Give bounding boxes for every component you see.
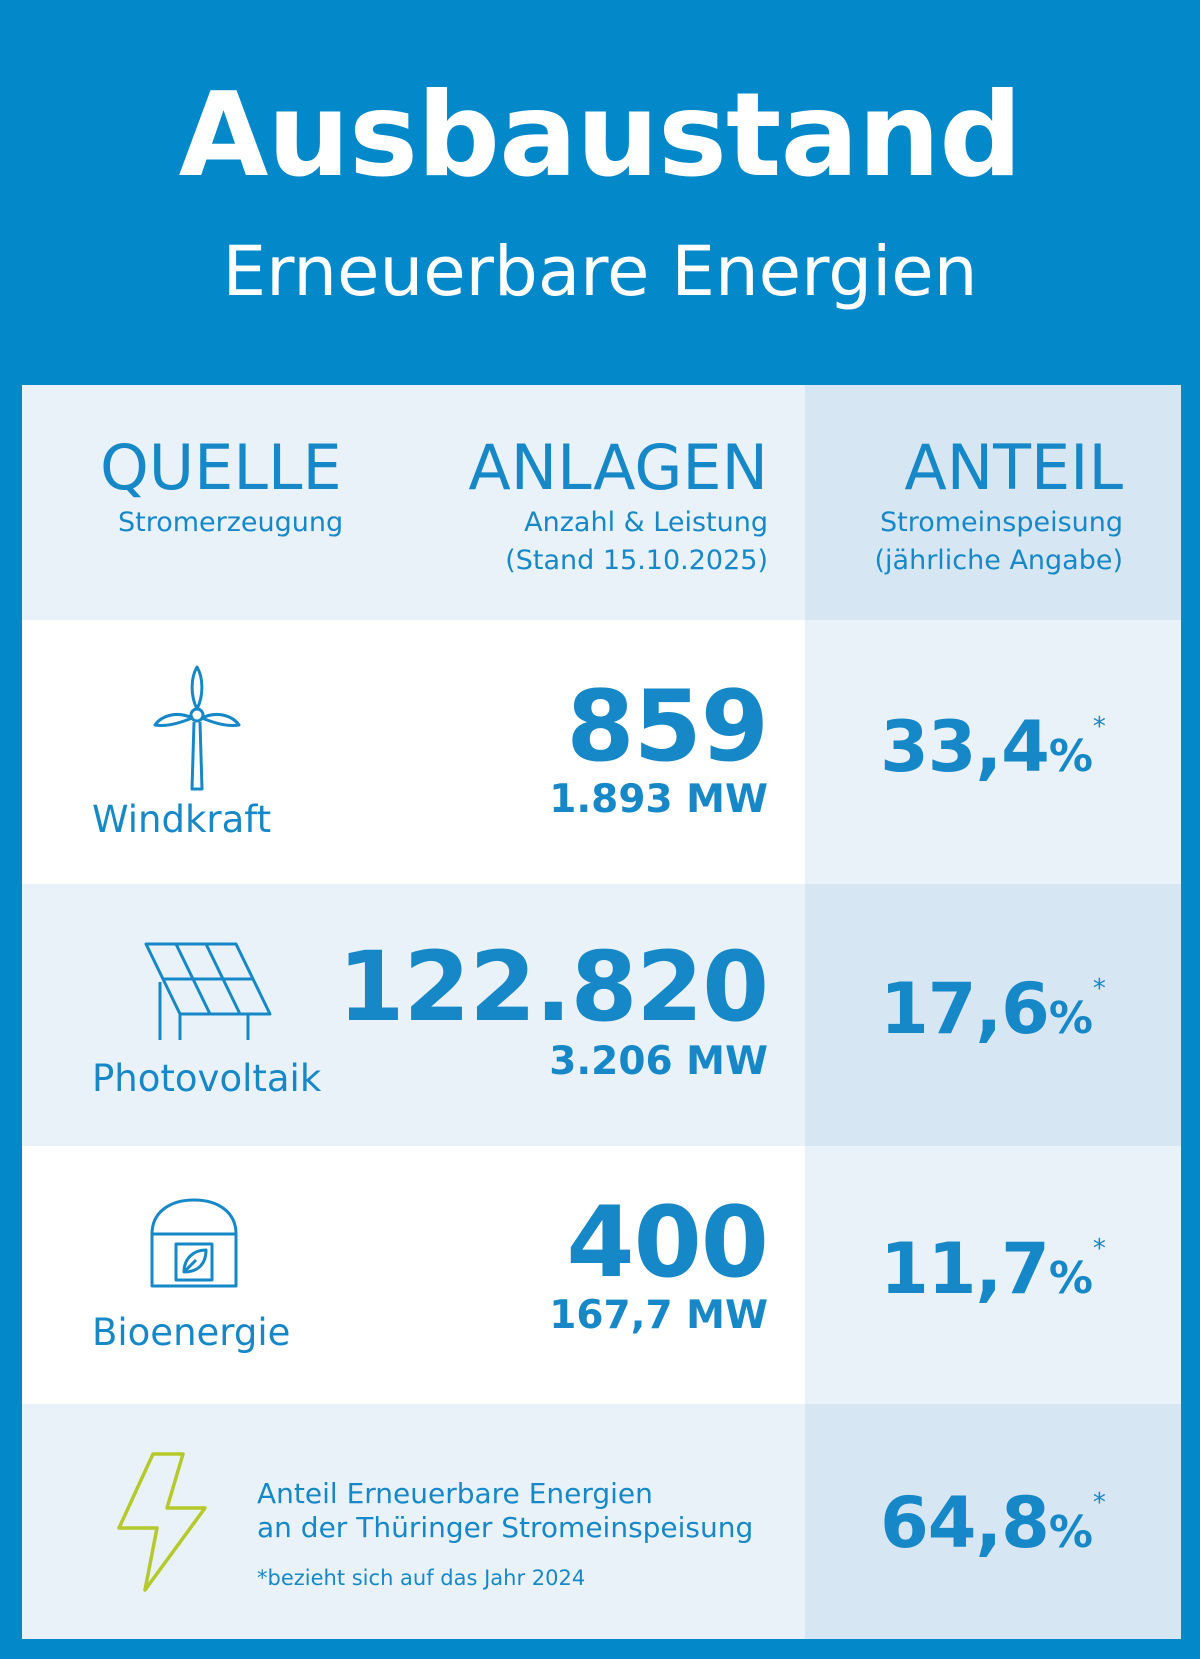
installations-column-caption-2: (Stand 15.10.2025) [505, 545, 768, 576]
table-header-row: QUELLE Stromerzeugung ANLAGEN Anzahl & L… [22, 385, 1181, 620]
share-value: 17,6%* [880, 968, 1106, 1050]
share-column-caption-2: (jährliche Angabe) [874, 545, 1124, 576]
share-cell: 11,7%* [805, 1146, 1181, 1404]
source-label-windkraft: Windkraft [92, 798, 272, 841]
installations-column-caption-1: Anzahl & Leistung [524, 507, 768, 538]
source-column-caption: Stromerzeugung [118, 507, 344, 538]
table-row: 33,4%* Windkraft 859 1.893 MW [22, 620, 1181, 884]
solar-panel-icon [144, 942, 272, 1040]
installations-column-title: ANLAGEN [468, 431, 768, 504]
page-subtitle: Erneuerbare Energien [222, 232, 978, 312]
share-column-title: ANTEIL [904, 431, 1123, 504]
share-value: 33,4%* [880, 706, 1106, 788]
total-share-value: 64,8%* [880, 1482, 1106, 1564]
summary-row: 64,8%* Anteil Erneuerbare Energien an de… [22, 1404, 1181, 1639]
table-row: 17,6%* Photovoltaik 122.820 3.206 MW [22, 884, 1181, 1146]
summary-text-line-2: an der Thüringer Stromeinspeisung [257, 1511, 754, 1544]
installations-count: 400 [566, 1186, 769, 1300]
page-title: Ausbaustand [178, 68, 1023, 203]
biogas-plant-icon [150, 1198, 238, 1288]
share-column-caption-1: Stromeinspeisung [879, 507, 1123, 538]
source-column-title: QUELLE [100, 431, 342, 504]
source-label-photovoltaik: Photovoltaik [92, 1057, 322, 1100]
lightning-bolt-icon [117, 1452, 207, 1592]
footnote: *bezieht sich auf das Jahr 2024 [257, 1566, 586, 1590]
installations-count: 122.820 [337, 931, 769, 1043]
source-label-bioenergie: Bioenergie [92, 1311, 291, 1354]
share-cell: 33,4%* [805, 620, 1181, 884]
table-row: 11,7%* Bioenergie 400 167,7 MW [22, 1146, 1181, 1404]
share-value: 11,7%* [880, 1228, 1106, 1310]
installed-capacity: 3.206 MW [549, 1039, 768, 1084]
installed-capacity: 1.893 MW [549, 777, 768, 822]
wind-turbine-icon [153, 665, 241, 791]
share-cell: 64,8%* [805, 1404, 1181, 1639]
share-cell: 17,6%* [805, 884, 1181, 1146]
data-table: QUELLE Stromerzeugung ANLAGEN Anzahl & L… [22, 385, 1181, 1639]
summary-text-line-1: Anteil Erneuerbare Energien [257, 1477, 653, 1510]
share-column-bg [805, 385, 1181, 620]
installations-count: 859 [566, 670, 769, 784]
installed-capacity: 167,7 MW [549, 1293, 768, 1338]
